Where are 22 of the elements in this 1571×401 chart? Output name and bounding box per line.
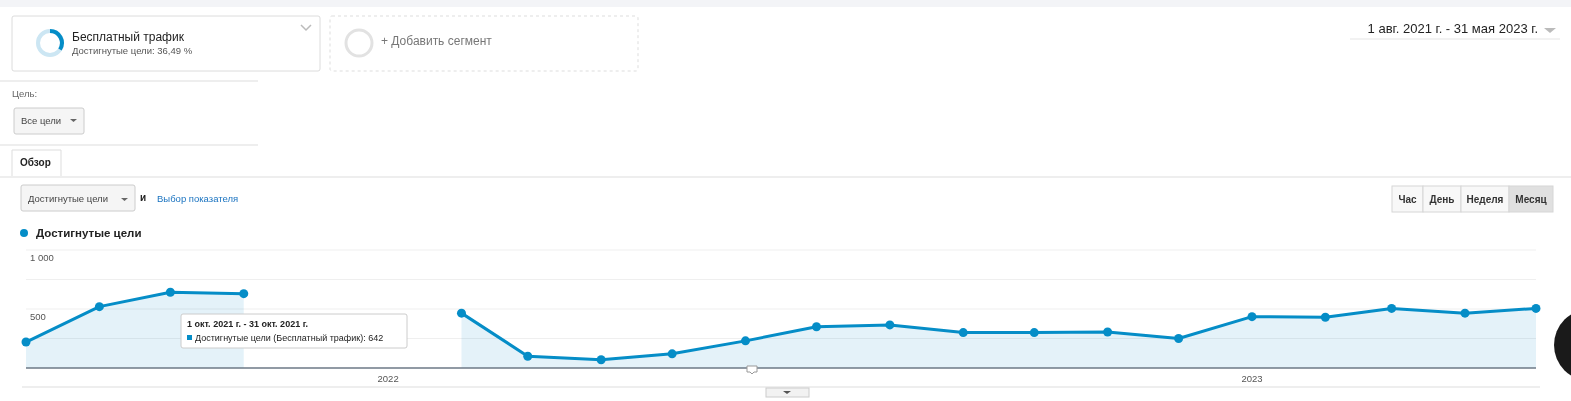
y-tick-label: 500 — [30, 311, 46, 322]
x-tick-label: 2023 — [1241, 373, 1263, 384]
tab: Обзор — [11, 149, 62, 177]
text: и — [140, 192, 147, 203]
text: + Добавить сегмент — [381, 34, 493, 48]
text: Бесплатный трафик — [72, 30, 185, 44]
legend-label: Достигнутые цели — [36, 227, 142, 239]
text: День — [1429, 194, 1455, 205]
annotation: Достигнутые цели (Бесплатный трафик): 642 — [195, 333, 384, 343]
tooltip: 1 окт. 2021 г. - 31 окт. 2021 г. Достигнутые цели (Бесплатный трафик): 642 — [180, 313, 408, 349]
x-tick-label: 2022 — [377, 373, 399, 384]
text: Достигнутые цели — [28, 193, 108, 204]
text: Все цели — [21, 115, 62, 126]
text: Час — [1398, 194, 1418, 205]
text: Месяц — [1515, 194, 1548, 205]
text: Выбор показателя — [157, 193, 239, 204]
text: Неделя — [1466, 194, 1504, 205]
text: 1 авг. 2021 г. - 31 мая 2023 г. — [1367, 21, 1538, 36]
annotation: 1 окт. 2021 г. - 31 окт. 2021 г. — [187, 319, 308, 329]
text: Достигнутые цели: 36,49 % — [72, 45, 193, 56]
text: Цель: — [12, 88, 38, 99]
y-tick-label: 1 000 — [30, 252, 54, 263]
